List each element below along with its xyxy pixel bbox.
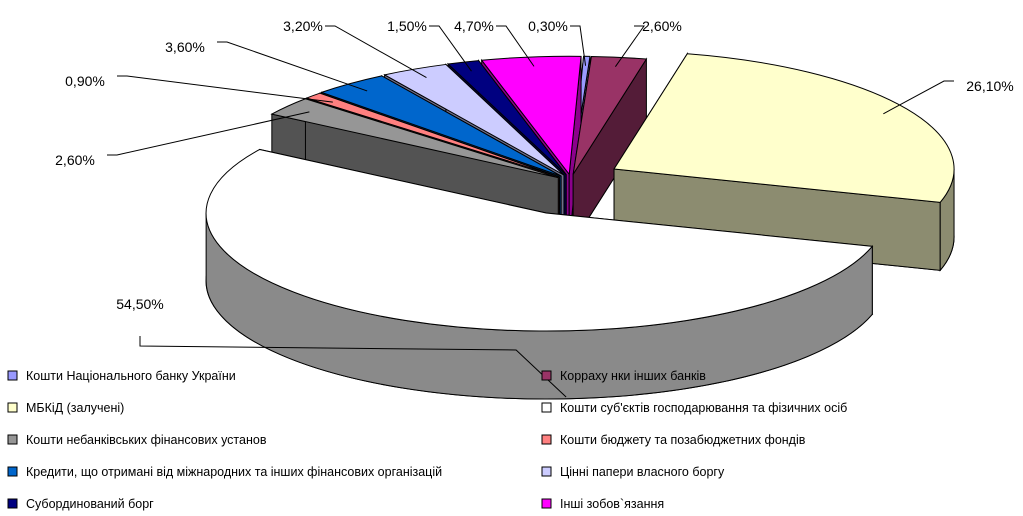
data-label: 54,50% bbox=[116, 296, 163, 312]
legend-label: Кредити, що отримані від міжнародних та … bbox=[26, 465, 442, 479]
pie-slice-top bbox=[205, 148, 874, 332]
legend-swatch bbox=[541, 434, 552, 445]
pie-slice-top bbox=[383, 63, 565, 176]
legend-swatch bbox=[7, 402, 18, 413]
legend-entry: Корраху нки інших банків bbox=[541, 369, 706, 383]
legend-swatch bbox=[541, 370, 552, 381]
legend-label: Кошти Національного банку України bbox=[26, 369, 236, 383]
legend-swatch bbox=[541, 402, 552, 413]
leader-line bbox=[883, 80, 954, 115]
legend-entry: Субординований борг bbox=[7, 497, 154, 511]
pie-slices bbox=[205, 52, 955, 400]
data-label: 3,60% bbox=[165, 39, 205, 55]
data-label: 2,60% bbox=[55, 152, 95, 168]
legend-swatch bbox=[541, 498, 552, 509]
data-label: 1,50% bbox=[387, 18, 427, 34]
leader-line bbox=[217, 41, 368, 92]
legend-entry: МБКіД (залучені) bbox=[7, 401, 124, 415]
pie-slice-top bbox=[480, 55, 582, 176]
legend-label: Корраху нки інших банків bbox=[560, 369, 706, 383]
legend-entry: Кошти Національного банку України bbox=[7, 369, 236, 383]
data-label: 0,90% bbox=[65, 73, 105, 89]
leader-line bbox=[107, 111, 310, 156]
data-label: 0,30% bbox=[528, 18, 568, 34]
legend-entry: Цінні папери власного боргу bbox=[541, 465, 725, 479]
pie-slice-top bbox=[305, 92, 560, 178]
legend-swatch bbox=[7, 434, 18, 445]
legend-swatch bbox=[7, 466, 18, 477]
legend-entry: Кредити, що отримані від міжнародних та … bbox=[7, 465, 442, 479]
data-label: 4,70% bbox=[454, 18, 494, 34]
legend-label: МБКіД (залучені) bbox=[26, 401, 124, 415]
legend-swatch bbox=[7, 370, 18, 381]
data-label: 26,10% bbox=[966, 78, 1013, 94]
pie-slice-top bbox=[572, 55, 648, 175]
data-label: 2,60% bbox=[642, 18, 682, 34]
leader-line bbox=[139, 336, 567, 398]
data-labels: 0,30% 2,60% 26,10% 54,50% 2,60% 0,90% 3,60% 3,2… bbox=[55, 18, 1014, 398]
leader-line bbox=[614, 25, 645, 68]
pie-slice-top bbox=[446, 60, 567, 175]
legend-label: Інші зобов`язання bbox=[560, 497, 664, 511]
data-label: 3,20% bbox=[283, 18, 323, 34]
legend: Кошти Національного банку України Корраху… bbox=[7, 369, 847, 511]
legend-label: Цінні папери власного боргу bbox=[560, 465, 725, 479]
leader-line bbox=[496, 25, 535, 67]
legend-entry: Інші зобов`язання bbox=[541, 497, 664, 511]
legend-entry: Кошти бюджету та позабюджетних фондів bbox=[541, 433, 806, 447]
legend-label: Кошти суб'єктів господарювання та фізичн… bbox=[560, 401, 847, 415]
leader-line bbox=[325, 25, 427, 79]
legend-entry: Кошти небанківських фінансових установ bbox=[7, 433, 267, 447]
leader-line bbox=[429, 25, 472, 72]
legend-swatch bbox=[541, 466, 552, 477]
legend-swatch bbox=[7, 498, 18, 509]
pie-slice-top bbox=[319, 75, 562, 177]
leader-line bbox=[570, 25, 587, 66]
pie-slice-top bbox=[613, 53, 955, 203]
legend-entry: Кошти суб'єктів господарювання та фізичн… bbox=[541, 401, 847, 415]
legend-label: Кошти бюджету та позабюджетних фондів bbox=[560, 433, 806, 447]
legend-label: Субординований борг bbox=[26, 497, 154, 511]
leader-line bbox=[117, 75, 333, 103]
pie-slice bbox=[205, 148, 874, 400]
legend-label: Кошти небанківських фінансових установ bbox=[26, 433, 267, 447]
